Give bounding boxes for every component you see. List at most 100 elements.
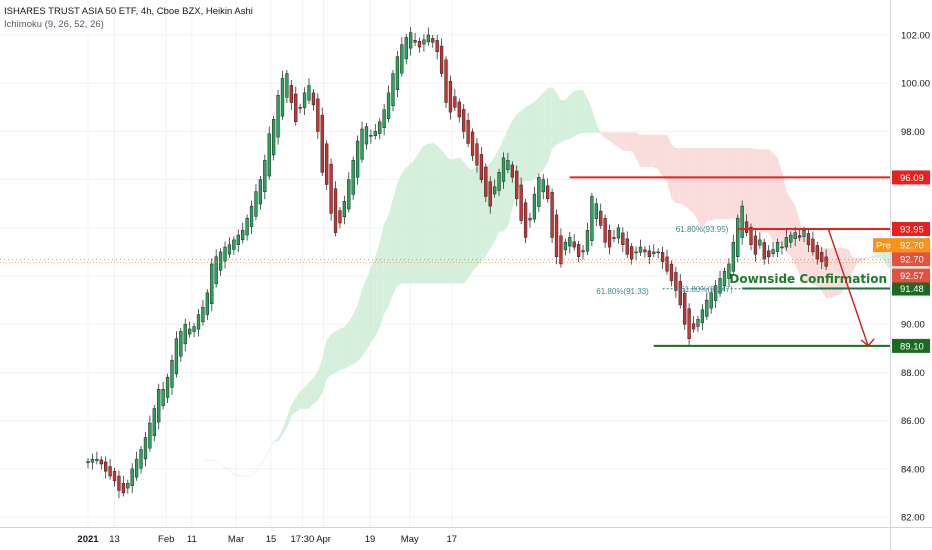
candle-body: [731, 242, 735, 272]
candle-body: [201, 307, 205, 323]
cloud-segment: [750, 148, 756, 233]
x-tick-label: Apr: [316, 534, 331, 545]
cloud-segment: [401, 166, 407, 284]
cloud-segment: [375, 243, 380, 337]
candle-body: [775, 242, 780, 252]
candle-body: [325, 143, 329, 185]
candle-body: [576, 244, 581, 257]
candle-body: [439, 45, 444, 74]
cloud-segment: [414, 151, 420, 284]
cloud-segment: [878, 252, 884, 260]
cloud-segment: [432, 142, 438, 284]
candle-body: [559, 235, 563, 265]
candle-body: [784, 237, 789, 248]
candle-body: [298, 107, 302, 109]
candle-body: [183, 323, 187, 345]
candle-body: [753, 235, 758, 255]
candle-body: [258, 179, 263, 205]
candle-body: [519, 184, 523, 221]
candle-body: [391, 73, 395, 107]
cloud-segment: [755, 149, 761, 233]
x-tick-label: 17:30: [290, 534, 314, 545]
cloud-segment: [436, 145, 442, 284]
candle-body: [484, 166, 488, 197]
cloud-segment: [733, 148, 738, 222]
candle-body: [422, 39, 426, 45]
candle-body: [302, 92, 307, 108]
candle-body: [462, 109, 466, 132]
candle-body: [263, 160, 267, 193]
cloud-segment: [684, 148, 690, 210]
cloud-segment: [494, 148, 500, 242]
cloud-segment: [339, 326, 345, 371]
cloud-segment: [640, 134, 646, 168]
cloud-segment: [688, 148, 694, 214]
cloud-segment: [361, 279, 367, 357]
cloud-segment: [344, 321, 349, 370]
candle-body: [647, 250, 651, 257]
candle-body: [523, 202, 528, 238]
candle-body: [820, 252, 824, 262]
candle-body: [510, 164, 514, 178]
candle-body: [515, 170, 519, 200]
cloud-segment: [450, 158, 456, 284]
level-tag-bg: [892, 281, 930, 296]
cloud-segment: [719, 148, 725, 219]
y-tick-label: 84.00: [901, 464, 925, 475]
candle-body: [744, 221, 749, 233]
candle-body: [603, 218, 607, 243]
candle-body: [802, 229, 806, 237]
candle-body: [249, 205, 254, 227]
y-tick-label: 98.00: [901, 127, 925, 138]
candle-body: [630, 246, 634, 260]
forecast-arrowhead: [860, 338, 875, 347]
candle-body: [218, 251, 223, 271]
time-axis[interactable]: 2021 13 Feb 11 Mar 15 17:30 Apr 19 May 17: [77, 534, 457, 545]
candle-body: [280, 78, 285, 117]
y-tick-label: 88.00: [901, 368, 925, 379]
candle-body: [709, 292, 713, 309]
candle-body: [360, 128, 364, 160]
cloud-segment: [618, 132, 624, 151]
cloud-segment: [520, 106, 526, 185]
candle-body: [660, 252, 665, 262]
y-tick-label: 90.00: [901, 320, 925, 331]
legend-title: ISHARES TRUST ASIA 50 ETF, 4h, Cboe BZX,…: [4, 6, 253, 17]
candle-body: [364, 126, 369, 145]
candle-body: [444, 59, 448, 103]
x-tick-label: Feb: [158, 534, 174, 545]
candle-body: [404, 37, 408, 60]
cloud-segment: [335, 328, 341, 373]
cloud-segment: [560, 99, 566, 143]
candle-body: [665, 256, 669, 272]
cloud-segment: [299, 387, 305, 409]
candle-body: [179, 331, 183, 357]
candle-body: [780, 246, 784, 249]
cloud-segment: [397, 172, 403, 286]
cloud-segment: [459, 157, 464, 284]
legend-indicator[interactable]: Ichimoku (9, 26, 52, 26): [4, 19, 104, 30]
candle-body: [307, 85, 311, 101]
candle-body: [210, 263, 214, 304]
candle-body: [157, 389, 161, 423]
candle-body: [687, 308, 691, 339]
candle-body: [497, 172, 501, 191]
candle-body: [806, 233, 811, 245]
y-tick-label: 100.00: [901, 79, 930, 90]
candle-body: [161, 389, 165, 406]
candle-body: [616, 227, 621, 239]
cloud-segment: [711, 148, 716, 221]
candle-body: [311, 92, 316, 106]
cloud-segment: [653, 134, 659, 170]
candle-body: [528, 217, 532, 221]
candle-body: [99, 459, 103, 465]
cloud-segment: [627, 132, 632, 151]
cloud-segment: [662, 134, 668, 182]
candle-body: [431, 38, 435, 43]
price-tag-bg: [892, 252, 930, 267]
candle-body: [594, 203, 598, 219]
candle-body: [767, 250, 771, 257]
candle-body: [691, 323, 696, 330]
candle-body: [214, 256, 218, 285]
